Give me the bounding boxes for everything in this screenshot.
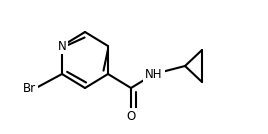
- Text: N: N: [58, 40, 66, 53]
- Text: NH: NH: [145, 68, 163, 81]
- Text: O: O: [126, 109, 136, 122]
- Text: Br: Br: [23, 81, 36, 94]
